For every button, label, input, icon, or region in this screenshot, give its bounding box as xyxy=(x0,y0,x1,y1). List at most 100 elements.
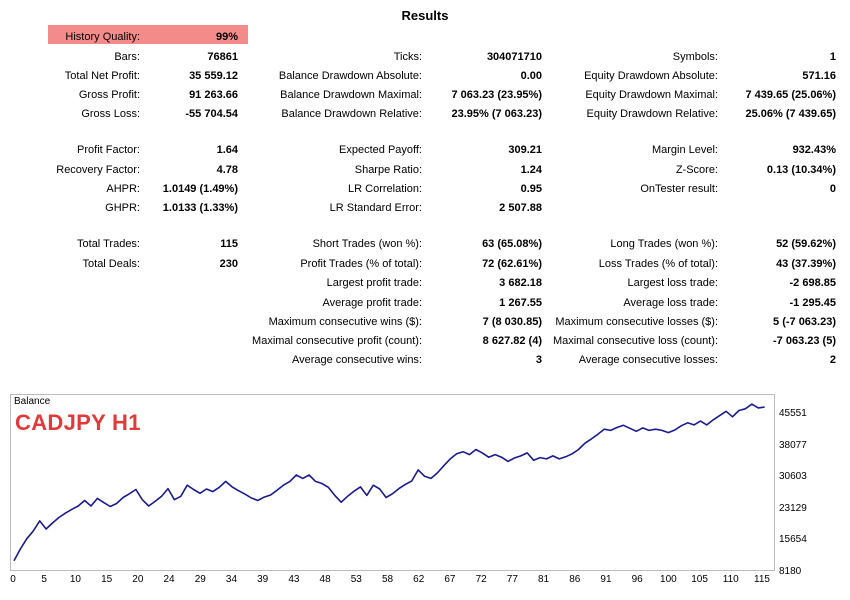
stat-value: 3 xyxy=(535,354,542,366)
stat-label: Maximal consecutive profit (count): xyxy=(252,335,422,347)
x-tick-label: 24 xyxy=(163,574,175,585)
stat-value: 1.64 xyxy=(216,144,238,156)
stat-label: Profit Factor: xyxy=(77,144,140,156)
stat-value: 0.95 xyxy=(520,183,542,195)
stat-label: Average profit trade: xyxy=(322,297,422,309)
x-tick-label: 96 xyxy=(631,574,643,585)
y-tick-label: 23129 xyxy=(779,502,807,514)
stat-value: 1.24 xyxy=(520,164,542,176)
stat-label: Ticks: xyxy=(393,51,422,63)
y-tick-label: 45551 xyxy=(779,408,807,419)
stat-label: LR Standard Error: xyxy=(329,202,422,214)
stat-value: 7 (8 030.85) xyxy=(482,316,542,328)
stat-value: 1 267.55 xyxy=(499,297,542,309)
y-tick-label: 30603 xyxy=(779,471,807,483)
stat-value: 25.06% (7 439.65) xyxy=(745,108,836,120)
stat-value: 1.0133 (1.33%) xyxy=(162,202,238,214)
stat-label: Gross Loss: xyxy=(81,108,140,120)
x-tick-label: 86 xyxy=(569,574,581,585)
x-tick-label: 5 xyxy=(41,574,47,585)
stat-value: 3 682.18 xyxy=(499,277,542,289)
stat-value: -2 698.85 xyxy=(789,277,836,289)
y-tick-label: 38077 xyxy=(779,439,807,451)
x-tick-label: 34 xyxy=(225,574,238,585)
stat-value: 932.43% xyxy=(792,144,836,156)
page-title: Results xyxy=(401,8,449,23)
stat-label: Profit Trades (% of total): xyxy=(300,258,422,270)
history-quality-label: History Quality: xyxy=(65,31,140,43)
stat-value: 63 (65.08%) xyxy=(482,238,542,250)
stat-label: Equity Drawdown Absolute: xyxy=(584,70,718,82)
x-tick-label: 0 xyxy=(10,574,16,585)
stat-label: Total Net Profit: xyxy=(64,70,140,82)
stat-label: Average consecutive wins: xyxy=(291,354,422,366)
stat-label: Loss Trades (% of total): xyxy=(598,258,718,270)
stat-value: 304071710 xyxy=(486,51,542,63)
chart-symbol-label: CADJPY H1 xyxy=(15,410,141,435)
x-tick-label: 62 xyxy=(413,574,425,585)
stat-label: Expected Payoff: xyxy=(339,144,422,156)
stat-label: Largest profit trade: xyxy=(326,277,422,289)
stat-value: 5 (-7 063.23) xyxy=(773,316,836,328)
history-quality-highlight xyxy=(48,25,248,44)
x-tick-label: 100 xyxy=(660,574,677,585)
x-tick-label: 10 xyxy=(69,574,81,585)
stat-value: 35 559.12 xyxy=(189,70,238,82)
x-tick-label: 91 xyxy=(600,574,612,585)
stat-value: 0.00 xyxy=(520,70,542,82)
stat-value: 1.0149 (1.49%) xyxy=(162,183,238,195)
stat-label: Symbols: xyxy=(672,51,718,63)
stat-value: 230 xyxy=(219,258,238,270)
stat-label: Recovery Factor: xyxy=(56,164,140,176)
stat-value: 1 xyxy=(829,51,836,63)
stat-value: 91 263.66 xyxy=(189,89,238,101)
x-tick-label: 20 xyxy=(132,574,144,585)
x-tick-label: 72 xyxy=(475,574,487,585)
x-tick-label: 43 xyxy=(288,574,300,585)
stat-value: 52 (59.62%) xyxy=(776,238,836,250)
stat-label: AHPR: xyxy=(106,183,140,195)
stat-label: Average consecutive losses: xyxy=(578,354,718,366)
x-tick-label: 48 xyxy=(319,574,331,585)
stat-label: Balance Drawdown Relative: xyxy=(281,108,422,120)
x-tick-label: 39 xyxy=(257,574,269,585)
stat-label: Maximal consecutive loss (count): xyxy=(552,335,718,347)
stat-value: -1 295.45 xyxy=(789,297,836,309)
stat-label: Total Trades: xyxy=(77,238,140,250)
balance-line xyxy=(13,403,765,562)
stat-value: 76861 xyxy=(207,51,238,63)
stat-label: Balance Drawdown Absolute: xyxy=(278,70,422,82)
stat-value: -7 063.23 (5) xyxy=(773,335,836,347)
stat-value: 8 627.82 (4) xyxy=(482,335,542,347)
stat-value: 309.21 xyxy=(508,144,542,156)
stat-label: Margin Level: xyxy=(651,144,718,156)
stat-label: Long Trades (won %): xyxy=(610,238,718,250)
x-tick-label: 110 xyxy=(722,574,739,585)
stat-value: -55 704.54 xyxy=(185,108,238,120)
stat-label: Average loss trade: xyxy=(623,297,718,309)
balance-plot xyxy=(13,403,765,562)
x-tick-label: 53 xyxy=(350,574,362,585)
stat-value: 7 439.65 (25.06%) xyxy=(745,89,836,101)
stat-label: Largest loss trade: xyxy=(627,277,719,289)
stat-label: GHPR: xyxy=(105,202,140,214)
stat-label: OnTester result: xyxy=(640,183,718,195)
y-tick-label: 15654 xyxy=(779,534,807,546)
stat-label: Maximum consecutive losses ($): xyxy=(555,316,718,328)
stat-value: 0.13 (10.34%) xyxy=(766,164,836,176)
stat-label: Balance Drawdown Maximal: xyxy=(280,89,422,101)
stat-label: Total Deals: xyxy=(82,258,140,270)
stat-label: Equity Drawdown Relative: xyxy=(586,108,718,120)
stat-value: 0 xyxy=(829,183,836,195)
stat-value: 72 (62.61%) xyxy=(482,258,542,270)
x-tick-label: 77 xyxy=(506,574,518,585)
x-tick-label: 115 xyxy=(754,574,770,585)
stat-label: Sharpe Ratio: xyxy=(354,164,422,176)
stat-label: Z-Score: xyxy=(675,164,718,176)
stat-label: LR Correlation: xyxy=(348,183,422,195)
stat-label: Maximum consecutive wins ($): xyxy=(268,316,422,328)
x-tick-label: 29 xyxy=(194,574,206,585)
x-tick-label: 67 xyxy=(444,574,456,585)
stat-label: Short Trades (won %): xyxy=(312,238,422,250)
stat-value: 2 507.88 xyxy=(499,202,542,214)
